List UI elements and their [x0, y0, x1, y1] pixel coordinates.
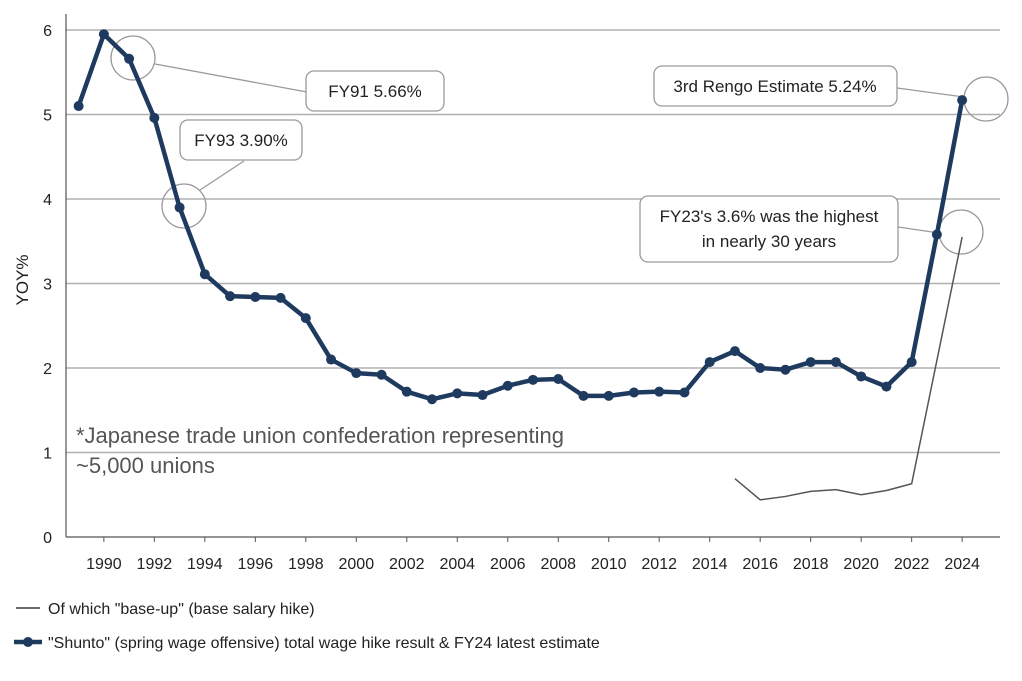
data-point-2022: [906, 357, 917, 368]
callout-rengo: 3rd Rengo Estimate 5.24%: [653, 65, 898, 107]
data-point-2016: [755, 363, 766, 373]
data-point-2012: [654, 386, 665, 397]
y-tick-labels: 0 1 2 3 4 5 6: [43, 23, 52, 547]
x-tick-label: 1996: [238, 556, 274, 573]
callout-fy23-text-line1: FY23's 3.6% was the highest: [660, 207, 879, 226]
y-tick-label: 6: [43, 23, 52, 40]
fy91-highlight-circle: [110, 35, 156, 81]
series-base-up-line: [734, 236, 963, 501]
data-point-2014: [704, 357, 715, 368]
data-point-1990: [98, 29, 109, 40]
x-tick-label: 1998: [288, 556, 324, 573]
data-point-2002: [401, 386, 412, 397]
legend-base-up-label: Of which "base-up" (base salary hike): [48, 601, 315, 618]
y-axis-title: YOY%: [13, 254, 32, 305]
x-tick-label: 2014: [692, 556, 728, 573]
note-line-2: ~5,000 unions: [76, 453, 215, 478]
gridlines: [66, 29, 1000, 454]
fy91-leader-line: [154, 63, 308, 93]
callout-rengo-text: 3rd Rengo Estimate 5.24%: [673, 77, 876, 96]
x-tick-label: 2018: [793, 556, 829, 573]
callout-fy91-text: FY91 5.66%: [328, 82, 422, 101]
series-shunto-points: [73, 29, 968, 405]
rengo-leader-line: [896, 87, 965, 98]
data-point-1995: [225, 291, 236, 302]
x-tick-label: 2022: [894, 556, 930, 573]
callout-fy23: FY23's 3.6% was the highest in nearly 30…: [639, 195, 899, 263]
x-tick-label: 1994: [187, 556, 223, 573]
fy23-highlight-circle: [938, 209, 984, 255]
data-point-2015: [729, 346, 740, 357]
legend-shunto-label: "Shunto" (spring wage offensive) total w…: [48, 635, 600, 652]
data-point-1996: [250, 292, 261, 303]
legend: Of which "base-up" (base salary hike) "S…: [14, 601, 600, 652]
x-tick-label: 2020: [843, 556, 879, 573]
data-point-2013: [679, 387, 690, 398]
data-point-2011: [628, 387, 639, 398]
data-point-2008: [553, 373, 564, 384]
x-tick-labels: 1990 1992 1994 1996 1998 2000 2002 2004 2006 2008…: [86, 537, 980, 573]
x-tick-label: 2012: [641, 556, 677, 573]
data-point-2021: [881, 381, 892, 392]
x-tick-label: 2024: [944, 556, 980, 573]
fy93-highlight-circle: [161, 183, 207, 229]
data-point-2004: [452, 388, 463, 399]
data-point-2017: [780, 364, 791, 375]
data-point-1989: [73, 101, 84, 112]
data-point-1997: [275, 292, 286, 303]
y-tick-label: 1: [43, 446, 52, 463]
data-point-2006: [502, 380, 513, 391]
x-tick-label: 1990: [86, 556, 122, 573]
x-tick-label: 1992: [137, 556, 173, 573]
data-point-1998: [300, 313, 311, 324]
data-point-1991: [124, 53, 135, 64]
data-point-1992: [149, 112, 160, 123]
x-tick-label: 2010: [591, 556, 627, 573]
data-point-2003: [427, 394, 438, 405]
fy23-leader-line: [897, 226, 940, 234]
data-point-2023: [931, 229, 942, 240]
data-point-1993: [174, 202, 185, 213]
y-tick-label: 3: [43, 277, 52, 294]
data-point-2018: [805, 357, 816, 368]
x-tick-label: 2016: [742, 556, 778, 573]
data-point-1999: [326, 354, 337, 365]
callout-fy23-text-line2: in nearly 30 years: [702, 232, 836, 251]
data-point-2005: [477, 390, 488, 401]
callout-fy93: FY93 3.90%: [179, 119, 303, 161]
data-point-2009: [578, 390, 589, 401]
callout-fy93-text: FY93 3.90%: [194, 131, 288, 150]
data-point-2020: [856, 371, 867, 382]
data-point-2010: [603, 390, 614, 401]
callout-leaders: [110, 35, 1009, 255]
x-tick-label: 2004: [439, 556, 475, 573]
x-tick-label: 2008: [540, 556, 576, 573]
data-point-2001: [376, 369, 387, 380]
y-tick-label: 4: [43, 192, 52, 209]
x-tick-label: 2000: [339, 556, 375, 573]
callout-fy91: FY91 5.66%: [305, 70, 445, 112]
y-tick-label: 0: [43, 530, 52, 547]
y-tick-label: 5: [43, 108, 52, 125]
x-tick-label: 2006: [490, 556, 526, 573]
note-line-1: *Japanese trade union confederation repr…: [76, 423, 564, 448]
data-point-2019: [830, 357, 841, 368]
legend-shunto-swatch-marker: [23, 637, 33, 647]
data-point-1994: [199, 269, 210, 280]
data-point-2024: [957, 95, 968, 106]
y-tick-label: 2: [43, 361, 52, 378]
fy93-leader-line: [199, 160, 245, 191]
x-tick-label: 2002: [389, 556, 425, 573]
data-point-2000: [351, 368, 362, 379]
data-point-2007: [528, 374, 538, 385]
